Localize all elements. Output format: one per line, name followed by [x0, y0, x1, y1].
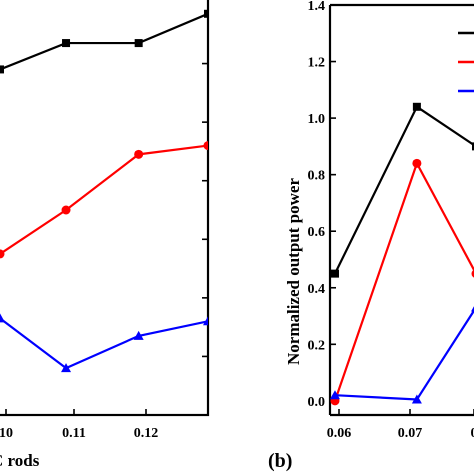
- data-point-circle: [0, 249, 5, 259]
- panel-b-series: [330, 102, 474, 406]
- data-point-circle: [134, 149, 144, 159]
- panel-b: 0.06 0.07 0 0.0 0.2 0.4 0.6 0.8 1.0 1.2 1.4 Normal…: [268, 0, 474, 472]
- panel-b-tick-labels: 0.06 0.07 0 0.0 0.2 0.4 0.6 0.8 1.0 1.2 1.4: [308, 0, 474, 441]
- x-tick-label: 0.07: [398, 426, 423, 441]
- series-line: [0, 12, 208, 71]
- data-point-circle: [61, 205, 71, 215]
- panel-a-ticks: [5, 62, 208, 415]
- data-point-triangle: [203, 316, 208, 326]
- y-tick-label: 1.2: [308, 56, 326, 71]
- panel-a-tick-labels: 10 0.11 0.12: [0, 426, 158, 441]
- series-line: [333, 160, 474, 402]
- data-point-triangle: [411, 394, 422, 404]
- data-point-square: [134, 39, 143, 48]
- data-point-square: [204, 9, 208, 18]
- x-tick-label: 0.12: [134, 426, 159, 441]
- series-line: [334, 308, 474, 401]
- data-point-square: [412, 102, 421, 111]
- x-tick-label: 0.11: [62, 426, 86, 441]
- y-tick-label: 1.0: [308, 112, 326, 127]
- data-point-circle: [203, 141, 208, 151]
- x-tick-label: 0: [471, 426, 474, 441]
- data-point-triangle: [330, 390, 340, 400]
- panel-a: 10 0.11 0.12 C rods: [0, 0, 210, 470]
- panel-b-ticks: [330, 4, 474, 415]
- y-tick-label: 0.6: [308, 225, 326, 240]
- data-point-square: [330, 269, 339, 278]
- series-line: [0, 144, 208, 255]
- data-point-square: [472, 142, 474, 151]
- data-point-triangle: [471, 306, 474, 312]
- y-tick-label: 1.4: [308, 0, 326, 14]
- series-line: [333, 105, 474, 275]
- data-point-circle: [412, 158, 422, 168]
- panel-a-x-axis-label: C rods: [0, 451, 40, 470]
- panel-b-y-axis-label: Normalized output power: [284, 178, 303, 365]
- panel-a-plot-frame: [0, 0, 210, 417]
- data-point-triangle: [61, 363, 72, 373]
- series-line: [0, 317, 208, 370]
- x-tick-label: 0.06: [327, 426, 352, 441]
- panel-b-label: (b): [268, 450, 292, 472]
- y-tick-label: 0.4: [308, 282, 326, 297]
- x-tick-label: 10: [0, 426, 13, 441]
- y-tick-label: 0.0: [308, 395, 326, 410]
- y-tick-label: 0.2: [308, 338, 326, 353]
- data-point-triangle: [0, 313, 5, 323]
- panel-b-legend: [458, 31, 474, 93]
- data-point-circle: [471, 269, 474, 278]
- data-point-triangle: [133, 330, 144, 340]
- data-point-square: [0, 65, 4, 74]
- data-point-square: [62, 39, 71, 48]
- y-tick-label: 0.8: [308, 169, 326, 184]
- panel-a-series: [0, 9, 208, 373]
